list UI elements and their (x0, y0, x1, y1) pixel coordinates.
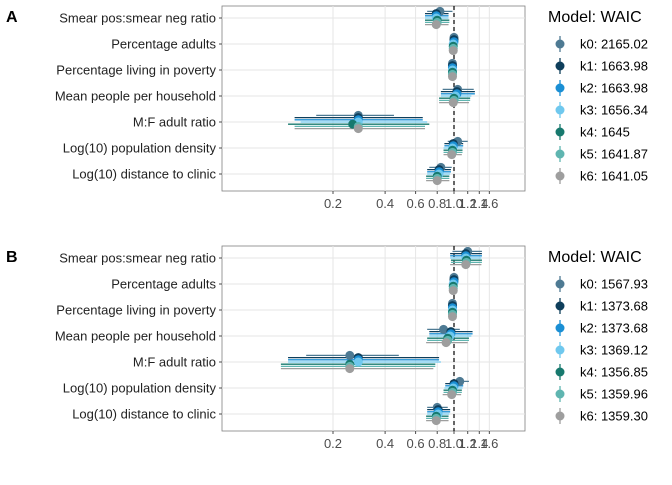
x-tick-label: 0.4 (376, 436, 394, 451)
x-tick-label: 1.0 (445, 196, 463, 211)
point-k6 (432, 176, 442, 186)
legend-item-label: k0: 1567.93 (580, 277, 648, 292)
legend-key-point (555, 367, 565, 377)
legend-item-label: k3: 1656.34 (580, 103, 648, 118)
y-category-label: Mean people per household (55, 89, 216, 104)
legend-key-point (555, 345, 565, 355)
x-tick-label: 1.4 (470, 436, 488, 451)
x-tick-label: 1.4 (470, 196, 488, 211)
legend-item-label: k6: 1359.30 (580, 409, 648, 424)
legend-key-point (555, 127, 565, 137)
y-category-label: Percentage adults (111, 277, 216, 292)
legend-key-point (555, 411, 565, 421)
legend-item-label: k0: 2165.02 (580, 37, 648, 52)
panel-a: 0.2 0.4 0.6 0.81.01.21.41.6 Smear pos:smear … (6, 5, 648, 211)
point-k6 (447, 150, 457, 160)
y-category-label: Log(10) population density (63, 381, 217, 396)
point-k3 (353, 357, 363, 367)
legend-title: Model: WAIC (548, 249, 642, 266)
y-category-label: Log(10) distance to clinic (72, 407, 216, 422)
legend-item-label: k1: 1373.68 (580, 299, 648, 314)
legend-item-label: k2: 1373.68 (580, 321, 648, 336)
point-k6 (447, 72, 457, 82)
x-tick-label: 0.4 (376, 196, 394, 211)
legend-key-point (555, 61, 565, 71)
x-tick-label: 1.2 (459, 436, 477, 451)
legend-item-label: k6: 1641.05 (580, 169, 648, 184)
panel-b: 0.2 0.4 0.6 0.81.01.21.41.6 Smear pos:smear … (6, 245, 648, 451)
x-tick-label: 0.6 (407, 436, 425, 451)
panel-letter: A (6, 9, 18, 26)
legend-item-label: k4: 1356.85 (580, 365, 648, 380)
legend-title: Model: WAIC (548, 9, 642, 26)
y-category-label: Percentage adults (111, 37, 216, 52)
y-category-label: Log(10) distance to clinic (72, 167, 216, 182)
legend-item-label: k4: 1645 (580, 125, 630, 140)
y-category-label: M:F adult ratio (133, 355, 216, 370)
point-k6 (448, 286, 458, 296)
y-category-label: Smear pos:smear neg ratio (59, 251, 216, 266)
x-tick-label: 0.6 (407, 196, 425, 211)
panel-letter: B (6, 249, 18, 266)
legend-key-point (555, 149, 565, 159)
point-k6 (447, 312, 457, 322)
x-tick-label: 0.8 (428, 196, 446, 211)
plot-area (221, 5, 526, 192)
x-tick-label: 0.8 (428, 436, 446, 451)
y-category-label: Percentage living in poverty (56, 303, 216, 318)
y-category-label: Mean people per household (55, 329, 216, 344)
legend-key-point (555, 323, 565, 333)
legend-item-label: k5: 1359.96 (580, 387, 648, 402)
legend-item-label: k1: 1663.98 (580, 59, 648, 74)
y-category-label: Percentage living in poverty (56, 63, 216, 78)
point-k6 (431, 20, 441, 30)
point-k6 (447, 390, 457, 400)
point-k6 (461, 260, 471, 270)
x-tick-label: 1.2 (459, 196, 477, 211)
point-k6 (448, 46, 458, 56)
legend-key-point (555, 301, 565, 311)
point-k6 (448, 98, 458, 108)
legend-key-point (555, 389, 565, 399)
point-k0 (345, 350, 355, 360)
legend-key-point (555, 105, 565, 115)
legend-key-point (555, 279, 565, 289)
y-category-label: Smear pos:smear neg ratio (59, 11, 216, 26)
point-k6 (431, 416, 441, 426)
legend-item-label: k3: 1369.12 (580, 343, 648, 358)
legend-key-point (555, 171, 565, 181)
y-category-label: M:F adult ratio (133, 115, 216, 130)
point-k6 (353, 124, 363, 134)
point-k6 (441, 338, 451, 348)
x-tick-label: 0.2 (324, 436, 342, 451)
x-tick-label: 1.6 (480, 436, 498, 451)
y-category-label: Log(10) population density (63, 141, 217, 156)
x-tick-label: 0.2 (324, 196, 342, 211)
point-k6 (345, 364, 355, 374)
plot-area (221, 245, 526, 432)
legend-key-point (555, 39, 565, 49)
legend-item-label: k5: 1641.87 (580, 147, 648, 162)
x-tick-label: 1.0 (445, 436, 463, 451)
legend-item-label: k2: 1663.98 (580, 81, 648, 96)
point-k0 (439, 324, 449, 334)
x-tick-label: 1.6 (480, 196, 498, 211)
legend-key-point (555, 83, 565, 93)
